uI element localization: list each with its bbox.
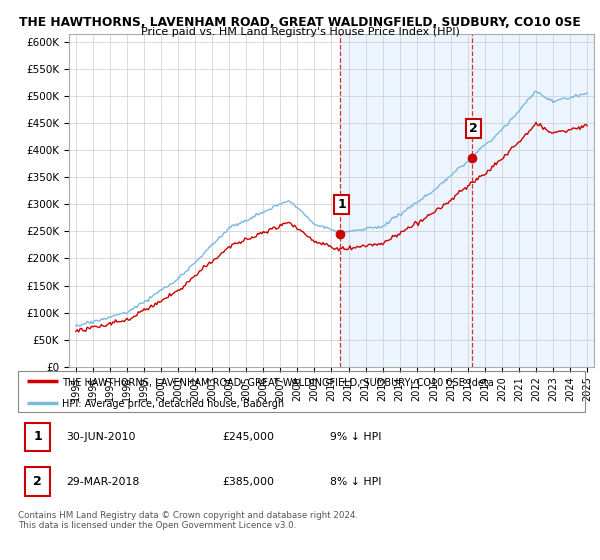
Text: 30-JUN-2010: 30-JUN-2010 (66, 432, 136, 442)
Text: 9% ↓ HPI: 9% ↓ HPI (330, 432, 382, 442)
Text: Contains HM Land Registry data © Crown copyright and database right 2024.
This d: Contains HM Land Registry data © Crown c… (18, 511, 358, 530)
Bar (340, 34, 594, 367)
Text: 2: 2 (469, 122, 478, 135)
Text: 2: 2 (33, 475, 42, 488)
Text: THE HAWTHORNS, LAVENHAM ROAD, GREAT WALDINGFIELD, SUDBURY, CO10 0SE: THE HAWTHORNS, LAVENHAM ROAD, GREAT WALD… (19, 16, 581, 29)
Text: HPI: Average price, detached house, Babergh: HPI: Average price, detached house, Babe… (62, 399, 284, 409)
Text: THE HAWTHORNS, LAVENHAM ROAD, GREAT WALDINGFIELD, SUDBURY, CO10 0SE (deta: THE HAWTHORNS, LAVENHAM ROAD, GREAT WALD… (62, 377, 494, 387)
Text: 29-MAR-2018: 29-MAR-2018 (66, 477, 139, 487)
Text: 1: 1 (33, 431, 42, 444)
Text: £385,000: £385,000 (222, 477, 274, 487)
Text: Price paid vs. HM Land Registry's House Price Index (HPI): Price paid vs. HM Land Registry's House … (140, 27, 460, 37)
Text: £245,000: £245,000 (222, 432, 274, 442)
Text: 8% ↓ HPI: 8% ↓ HPI (330, 477, 382, 487)
Text: 1: 1 (337, 198, 346, 211)
